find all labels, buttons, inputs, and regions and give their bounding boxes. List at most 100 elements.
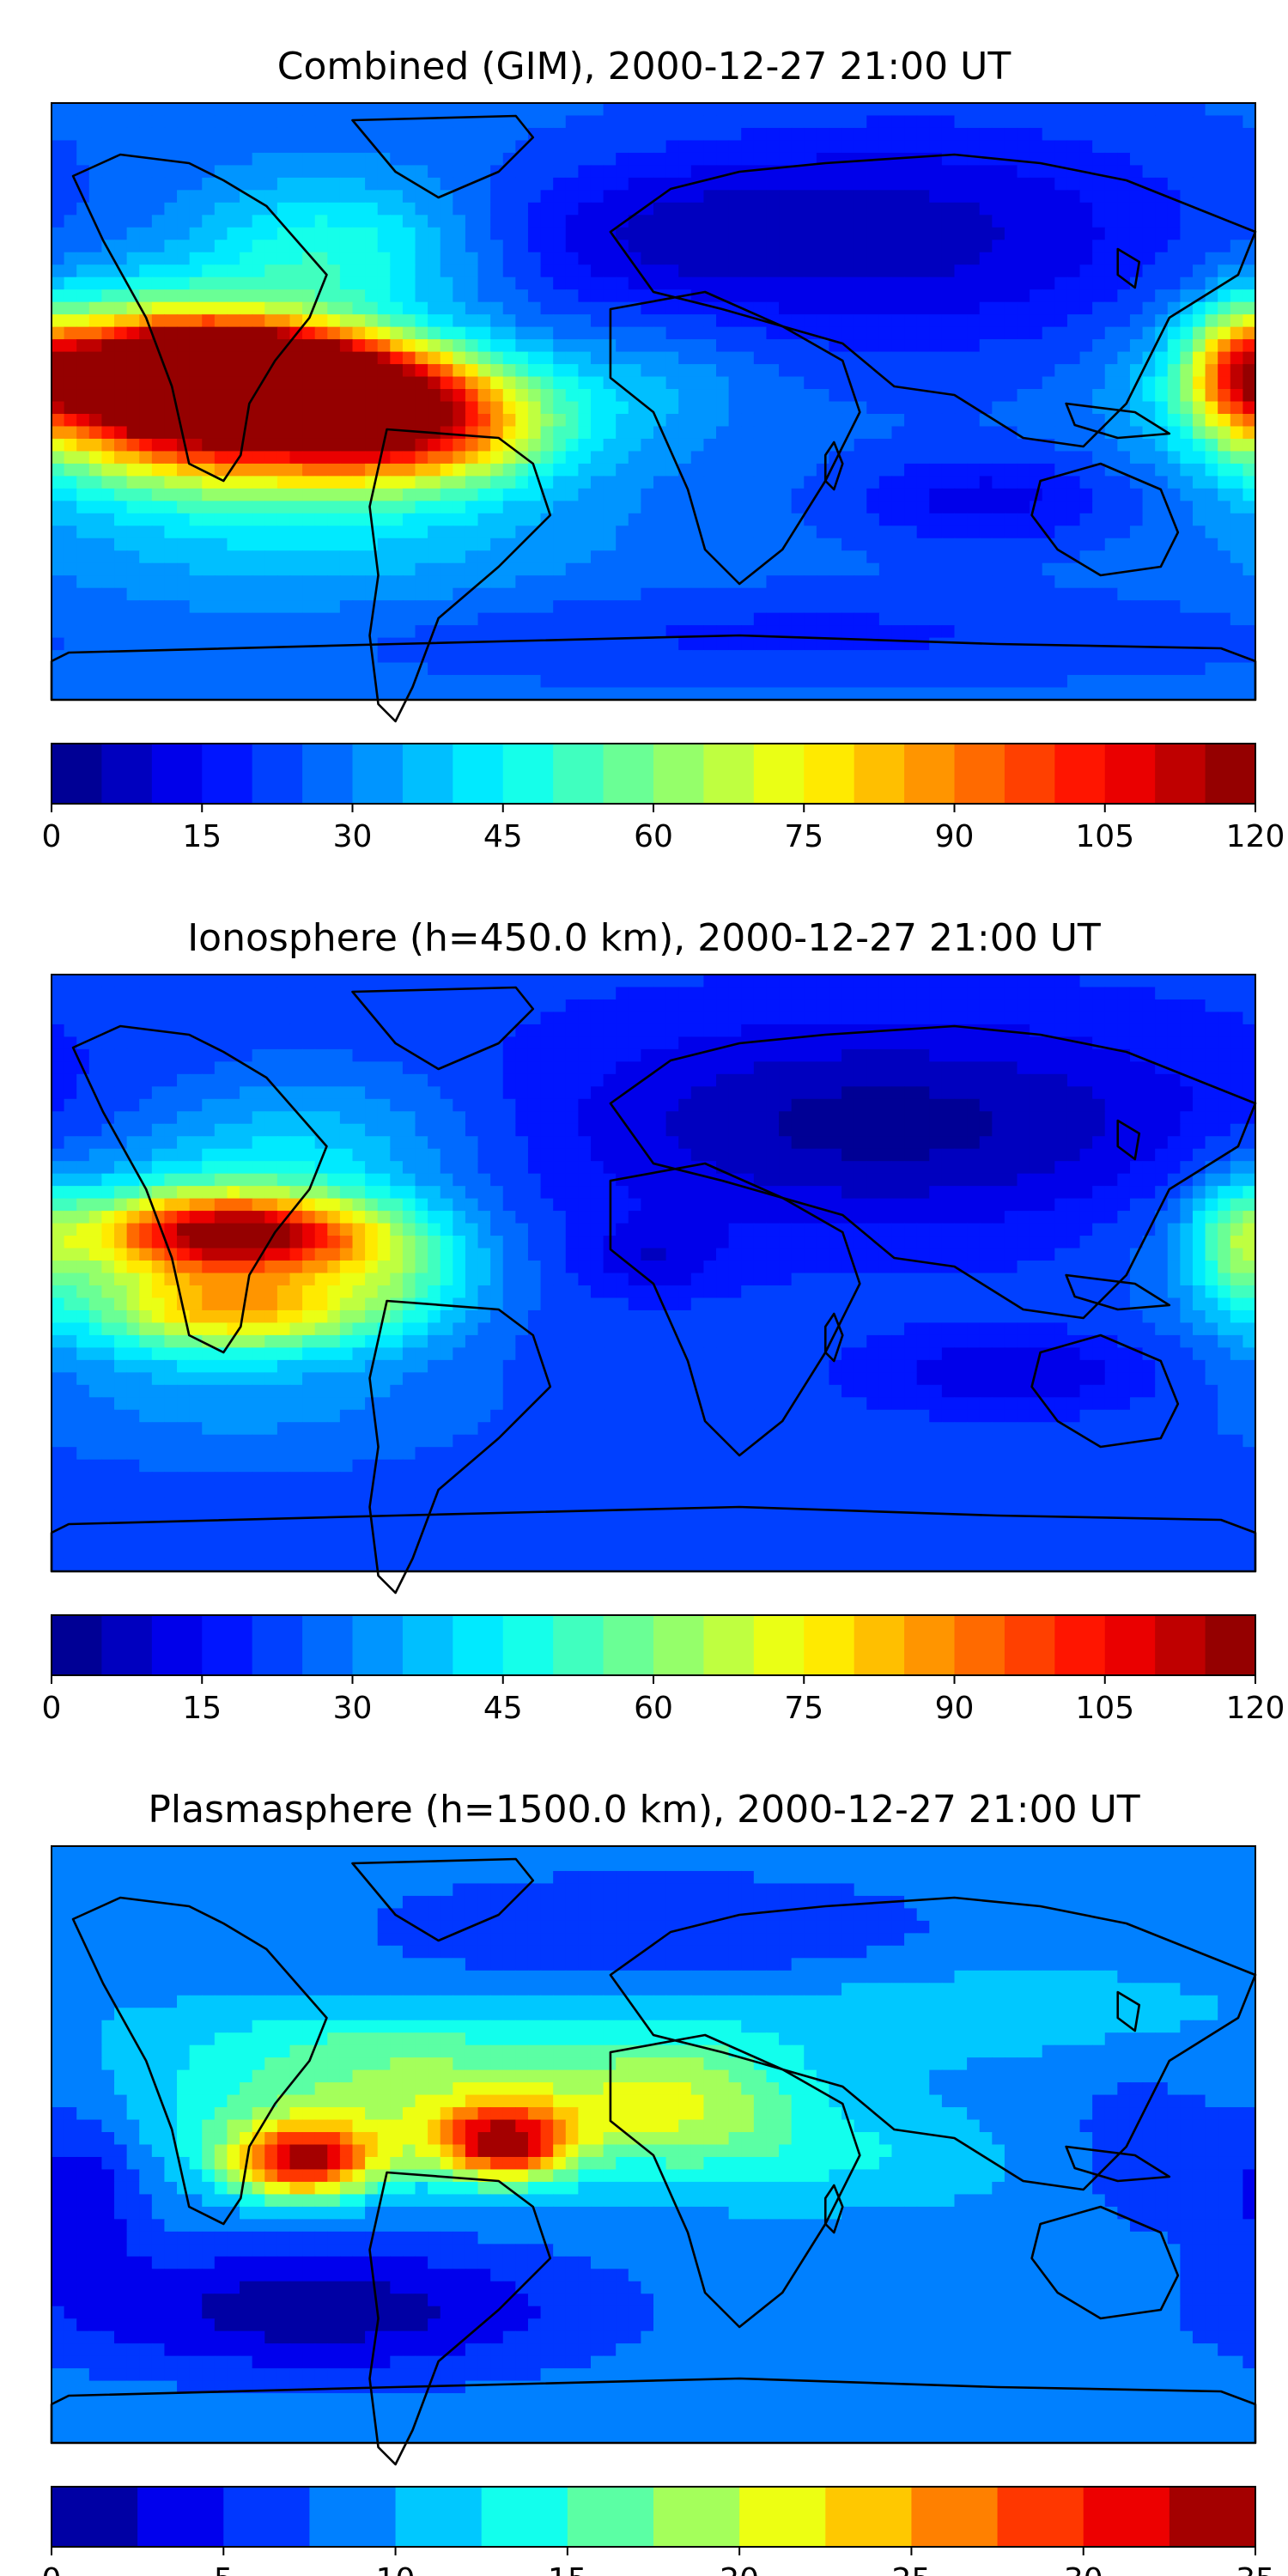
map-field [52,1846,1255,2443]
panel-1: Combined (GIM), 2000-12-27 21:00 UT 0 15 30… [42,45,1285,854]
colorbar-level [137,2487,224,2547]
colorbar-level [1205,744,1256,804]
colorbar-tick-label: 0 [42,1691,62,1726]
colorbar-level [52,744,103,804]
colorbar-level [553,1615,605,1675]
colorbar-level [603,744,654,804]
colorbar-level [567,2487,654,2547]
colorbar-tick-label: 105 [1075,819,1134,854]
colorbar-tick-label: 5 [214,2562,234,2576]
colorbar-level [151,744,203,804]
panel-3: Plasmasphere (h=1500.0 km), 2000-12-27 2… [42,1788,1275,2576]
colorbar-level [1083,2487,1170,2547]
map-frame [51,1845,1256,2444]
colorbar-level [804,1615,855,1675]
map-field [52,103,1255,700]
colorbar-tick-label: 25 [892,2562,932,2576]
colorbar-tick-label: 10 [376,2562,416,2576]
colorbar-level [703,1615,755,1675]
colorbar-level [502,744,554,804]
colorbar-level [825,2487,913,2547]
colorbar-level [453,744,504,804]
colorbar-level [653,1615,705,1675]
colorbar-tick-label: 30 [333,1691,373,1726]
colorbar-level [481,2487,568,2547]
colorbar-tick-label: 35 [1236,2562,1275,2576]
colorbar-level [1104,1615,1156,1675]
colorbar-level [202,744,253,804]
colorbar-level [954,1615,1005,1675]
colorbar-tick-label: 45 [483,819,523,854]
colorbar-level [954,744,1005,804]
colorbar-level [52,2487,138,2547]
colorbar-level [202,1615,253,1675]
colorbar-tick-label: 105 [1075,1691,1134,1726]
colorbar-level [223,2487,311,2547]
colorbar: 0 5 10 15 20 25 30 35 [42,2486,1275,2576]
colorbar-level [1155,744,1206,804]
colorbar-level [395,2487,483,2547]
colorbar-level [804,744,855,804]
colorbar-tick-label: 0 [42,819,62,854]
colorbar-level [854,744,905,804]
colorbar-level [1104,744,1156,804]
colorbar-tick-label: 15 [182,819,222,854]
colorbar-level [753,744,805,804]
colorbar-level [904,1615,956,1675]
colorbar-tick-label: 90 [935,1691,975,1726]
colorbar-level [997,2487,1084,2547]
map-frame [51,974,1256,1572]
colorbar-level [1155,1615,1206,1675]
colorbar-level [502,1615,554,1675]
colorbar-level [553,744,605,804]
panel-title: Combined (GIM), 2000-12-27 21:00 UT [277,45,1012,88]
colorbar-level [653,744,705,804]
colorbar-tick-label: 120 [1226,819,1285,854]
colorbar-level [854,1615,905,1675]
colorbar-tick-label: 75 [784,1691,823,1726]
colorbar: 0 15 30 45 60 75 90 105 120 [42,1614,1285,1726]
colorbar-level [703,744,755,804]
colorbar-level [252,1615,303,1675]
colorbar-level [1004,1615,1055,1675]
panel-title: Ionosphere (h=450.0 km), 2000-12-27 21:0… [187,916,1101,960]
colorbar-level [101,744,153,804]
colorbar-level [352,744,404,804]
colorbar-level [739,2487,826,2547]
colorbar-level [402,1615,453,1675]
colorbar-level [52,1615,103,1675]
colorbar-tick-label: 15 [182,1691,222,1726]
colorbar-level [1054,1615,1106,1675]
colorbar-level [603,1615,654,1675]
colorbar-level [402,744,453,804]
colorbar-tick-label: 60 [634,819,673,854]
colorbar-frame [51,2486,1256,2548]
colorbar-level [151,1615,203,1675]
colorbar-tick-label: 75 [784,819,823,854]
colorbar-tick-label: 120 [1226,1691,1285,1726]
map-frame [51,102,1256,701]
colorbar-level [653,2487,740,2547]
colorbar-level [753,1615,805,1675]
colorbar-level [309,2487,397,2547]
colorbar-level [911,2487,999,2547]
colorbar-tick-label: 30 [333,819,373,854]
colorbar: 0 15 30 45 60 75 90 105 120 [42,743,1285,854]
colorbar-tick-label: 15 [548,2562,587,2576]
colorbar-level [1169,2487,1256,2547]
colorbar-tick-label: 90 [935,819,975,854]
colorbar-level [352,1615,404,1675]
colorbar-tick-label: 60 [634,1691,673,1726]
panel-2: Ionosphere (h=450.0 km), 2000-12-27 21:0… [42,916,1285,1726]
colorbar-level [101,1615,153,1675]
colorbar-tick-label: 0 [42,2562,62,2576]
colorbar-level [1205,1615,1256,1675]
panel-title: Plasmasphere (h=1500.0 km), 2000-12-27 2… [148,1788,1139,1832]
map-field [52,975,1255,1571]
colorbar-level [302,744,354,804]
colorbar-level [302,1615,354,1675]
colorbar-level [1054,744,1106,804]
colorbar-level [453,1615,504,1675]
colorbar-level [1004,744,1055,804]
